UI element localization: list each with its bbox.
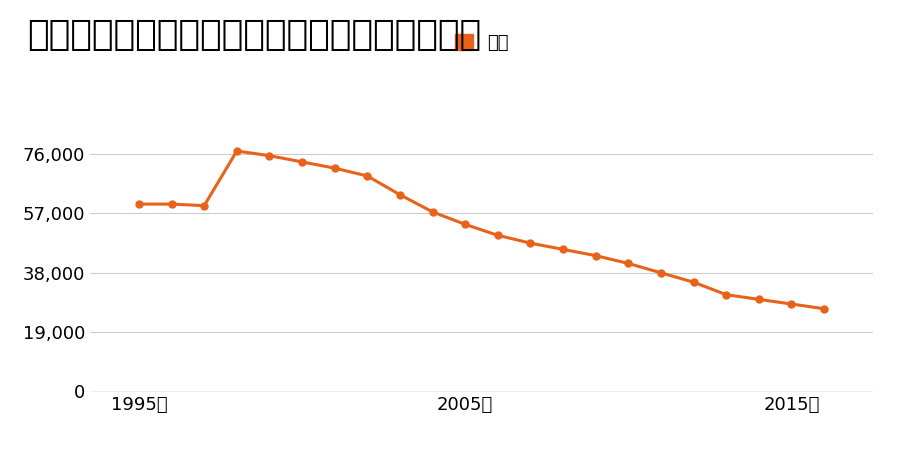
Legend: 価格: 価格 xyxy=(454,34,508,52)
Text: 茨城県高萩市有明町１丁目１３３番の地価推移: 茨城県高萩市有明町１丁目１３３番の地価推移 xyxy=(27,18,482,52)
